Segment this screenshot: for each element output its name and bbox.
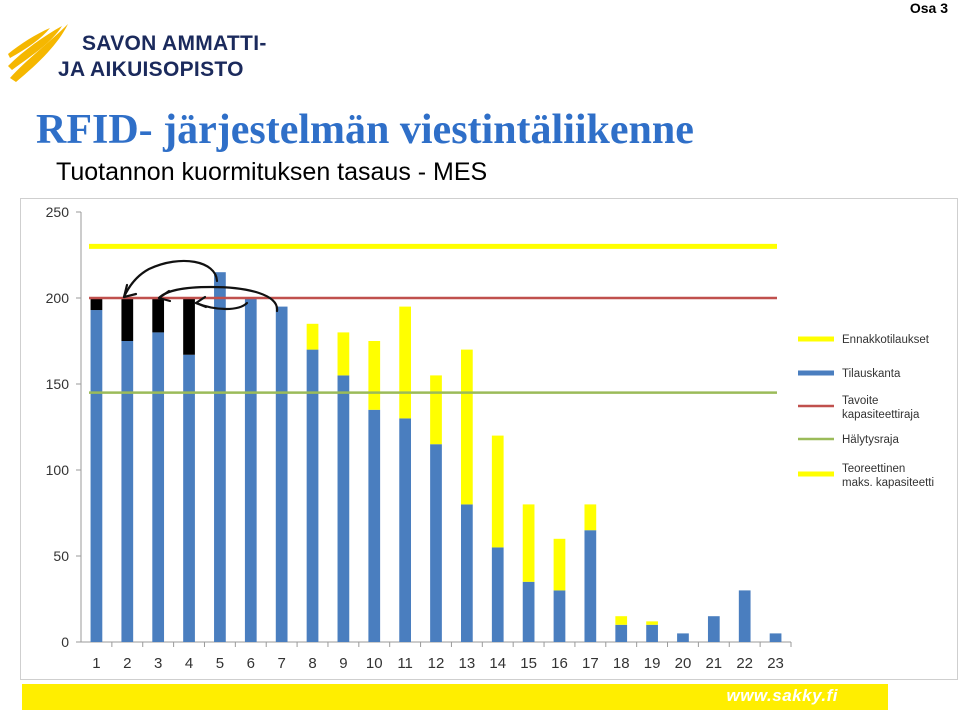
legend-label: Ennakkotilaukset <box>842 334 930 346</box>
page-label: Osa 3 <box>909 0 948 16</box>
arrow-head-icon <box>194 295 208 309</box>
x-tick-label: 17 <box>582 655 599 672</box>
bar-tilauskanta-1 <box>90 310 103 642</box>
x-tick-label: 10 <box>366 655 383 672</box>
bar-ennakkotilaukset-16 <box>553 538 566 591</box>
bar-tilauskanta-23 <box>769 633 782 642</box>
x-tick-label: 1 <box>92 655 100 672</box>
bar-ennakkotilaukset-8 <box>306 323 319 350</box>
footer-url: www.sakky.fi <box>726 686 838 705</box>
arrow-5-to-2-icon <box>122 259 219 299</box>
bar-tilauskanta-20 <box>677 633 689 642</box>
x-tick-label: 6 <box>247 655 255 672</box>
x-tick-label: 7 <box>277 655 285 672</box>
bar-ennakkotilaukset-12 <box>430 375 442 445</box>
bar-tilauskanta-16 <box>553 590 566 642</box>
bar-overflow-4 <box>183 298 195 355</box>
x-tick-label: 14 <box>489 655 506 672</box>
x-tick-label: 23 <box>767 655 784 672</box>
logo-text-line2: JA AIKUISOPISTO <box>58 58 244 81</box>
bar-tilauskanta-21 <box>707 616 720 642</box>
bar-overflow-3 <box>152 298 165 333</box>
bar-tilauskanta-14 <box>491 547 504 642</box>
x-tick-label: 22 <box>736 655 753 672</box>
x-tick-label: 18 <box>613 655 630 672</box>
bar-ennakkotilaukset-9 <box>337 332 350 376</box>
bar-tilauskanta-4 <box>183 354 195 642</box>
bar-ennakkotilaukset-10 <box>368 341 381 410</box>
x-tick-label: 2 <box>123 655 131 672</box>
bar-tilauskanta-17 <box>584 530 597 642</box>
bar-ennakkotilaukset-17 <box>584 504 597 531</box>
y-tick-label: 200 <box>46 290 70 306</box>
footer-bar: www.sakky.fi <box>22 684 888 710</box>
bar-tilauskanta-12 <box>430 444 442 642</box>
x-tick-label: 8 <box>308 655 316 672</box>
x-tick-label: 15 <box>520 655 537 672</box>
bar-overflow-2 <box>121 298 134 341</box>
bar-tilauskanta-22 <box>738 590 751 642</box>
x-tick-label: 13 <box>459 655 476 672</box>
y-tick-label: 250 <box>46 204 70 220</box>
x-tick-label: 20 <box>675 655 692 672</box>
bar-ennakkotilaukset-14 <box>491 435 504 548</box>
y-tick-label: 0 <box>61 634 69 650</box>
bar-ennakkotilaukset-15 <box>522 504 535 582</box>
logo-swoosh-icon <box>8 24 68 82</box>
arrow-head-icon <box>157 289 172 303</box>
bar-tilauskanta-6 <box>244 298 257 642</box>
x-tick-label: 21 <box>705 655 722 672</box>
bar-tilauskanta-10 <box>368 409 381 642</box>
y-tick-label: 150 <box>46 376 70 392</box>
legend-label: kapasiteettiraja <box>842 409 920 421</box>
page-title: RFID- järjestelmän viestintäliikenne <box>36 107 694 153</box>
bar-tilauskanta-3 <box>152 332 165 642</box>
bar-tilauskanta-9 <box>337 375 350 642</box>
bar-ennakkotilaukset-19 <box>646 621 658 625</box>
bar-tilauskanta-8 <box>306 349 319 642</box>
legend-label: Hälytysraja <box>842 434 899 446</box>
x-tick-label: 9 <box>339 655 347 672</box>
page-subtitle: Tuotannon kuormituksen tasaus - MES <box>56 158 488 186</box>
x-tick-label: 4 <box>185 655 193 672</box>
x-tick-label: 16 <box>551 655 568 672</box>
x-tick-label: 19 <box>644 655 661 672</box>
bar-overflow-1 <box>90 298 103 311</box>
bar-tilauskanta-13 <box>461 504 473 642</box>
x-tick-label: 12 <box>428 655 445 672</box>
x-tick-label: 11 <box>397 655 413 672</box>
bar-tilauskanta-5 <box>214 272 226 642</box>
bar-tilauskanta-15 <box>522 581 535 642</box>
x-tick-label: 3 <box>154 655 162 672</box>
bar-ennakkotilaukset-11 <box>399 306 411 419</box>
logo-text-line1: SAVON AMMATTI- <box>82 32 267 55</box>
x-tick-label: 5 <box>216 655 224 672</box>
bar-tilauskanta-19 <box>646 624 658 642</box>
chart-container: 0 50 100 150 200 250 1 2 3 4 5 6 7 8 9 10 11 12 13 14 15 16 17… <box>20 198 958 680</box>
arrow-head-icon <box>122 283 138 299</box>
bar-ennakkotilaukset-13 <box>461 349 473 505</box>
bar-ennakkotilaukset-18 <box>615 616 628 625</box>
legend-label: Tavoite <box>842 395 878 407</box>
y-tick-label: 50 <box>53 548 69 564</box>
bar-tilauskanta-11 <box>399 418 411 642</box>
legend-label: Tilauskanta <box>842 368 901 380</box>
bar-tilauskanta-18 <box>615 624 628 642</box>
legend-label: Teoreettinen <box>842 463 905 475</box>
bar-tilauskanta-7 <box>275 306 288 642</box>
legend-label: maks. kapasiteetti <box>842 477 934 489</box>
bar-tilauskanta-2 <box>121 341 134 642</box>
y-tick-label: 100 <box>46 462 70 478</box>
